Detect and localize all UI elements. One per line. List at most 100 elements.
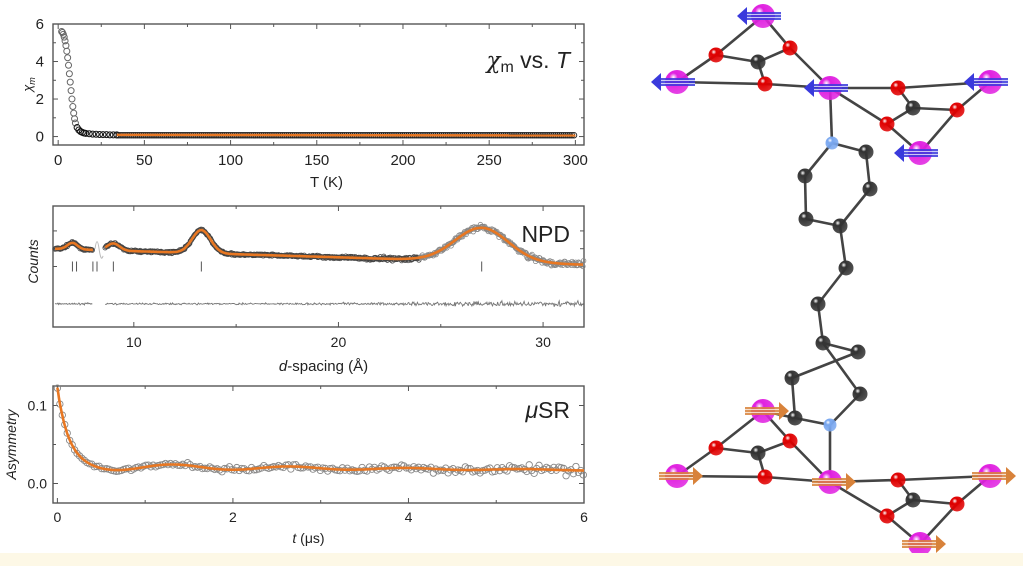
arrow-head <box>894 144 904 162</box>
spin-arrow-right-icon <box>659 467 703 485</box>
data-point <box>284 461 293 469</box>
difference-curve <box>54 299 585 308</box>
data-point <box>338 464 347 472</box>
oxygen-atom <box>757 76 773 92</box>
x-tick-label: 30 <box>535 334 551 350</box>
plot-frame-3 <box>52 385 585 504</box>
fit-line <box>54 226 584 266</box>
data-point <box>65 61 73 69</box>
spin-arrow-left-icon <box>894 144 938 162</box>
chart-title: NPD <box>521 221 570 247</box>
bond <box>838 188 872 227</box>
oxygen-atom <box>782 433 798 449</box>
y-tick-label: 0.1 <box>28 398 48 414</box>
x-tick-label: 0 <box>54 152 62 169</box>
y-label-symbol: χ <box>20 84 35 93</box>
carbon-atom <box>815 335 831 351</box>
data-point <box>580 258 587 264</box>
data-point <box>80 456 89 465</box>
x-tick-label: 150 <box>304 152 329 169</box>
data-point <box>65 70 73 78</box>
oxygen-atom <box>949 496 965 512</box>
arrow-head <box>779 402 789 420</box>
data-point <box>60 33 68 41</box>
arrow-shaft <box>972 472 1006 480</box>
data-point <box>71 115 79 123</box>
arrow-head <box>1006 467 1016 485</box>
data-point <box>63 47 71 55</box>
data-point <box>66 78 74 86</box>
arrow-shaft <box>812 478 846 486</box>
carbon-atom <box>798 211 814 227</box>
arrow-shaft <box>659 472 693 480</box>
y-tick-label: 4 <box>36 54 44 71</box>
spin-arrow-left-icon <box>737 7 781 25</box>
x-label-rest: -spacing (Å) <box>287 358 368 375</box>
chart-npd: 10 20 30 d-spacing (Å) Counts NPD <box>25 205 587 375</box>
data-point <box>64 54 72 62</box>
data-point <box>96 130 104 138</box>
x-tick-label: 250 <box>477 152 502 169</box>
x-tick-label: 6 <box>580 509 588 525</box>
x-tick-label: 300 <box>563 152 588 169</box>
x-axis-label: d-spacing (Å) <box>279 358 368 375</box>
y-label-subscript: m <box>27 77 37 85</box>
arrow-head <box>693 467 703 485</box>
data-point <box>69 103 77 111</box>
spin-arrow-right-icon <box>972 467 1016 485</box>
data-point <box>75 452 84 460</box>
oxygen-atom <box>708 440 724 456</box>
arrow-shaft <box>747 12 781 20</box>
title-vs: vs. <box>514 47 556 73</box>
carbon-atom <box>784 370 800 386</box>
fit-line <box>116 133 576 137</box>
arrow-head <box>804 79 814 97</box>
data-point <box>380 463 388 471</box>
x-tick-label: 200 <box>390 152 415 169</box>
chart-title: χm vs. T <box>485 47 572 76</box>
title-rest: SR <box>538 397 570 423</box>
y-tick-label: 6 <box>36 16 44 33</box>
data-point <box>78 454 86 463</box>
oxygen-atom <box>949 102 965 118</box>
arrow-shaft <box>902 540 936 548</box>
x-label-rest: (μs) <box>296 530 324 546</box>
data-point <box>61 37 69 45</box>
molecular-structure <box>651 4 1016 553</box>
y-axis-label: Counts <box>25 239 41 283</box>
data-point <box>67 87 75 95</box>
carbon-atom <box>810 296 826 312</box>
plot-frame-2 <box>52 205 585 328</box>
data-point <box>106 131 114 139</box>
carbon-atom <box>750 54 766 70</box>
arrow-shaft <box>904 149 938 157</box>
carbon-atom <box>832 218 848 234</box>
data-point <box>343 464 352 472</box>
arrow-head <box>651 73 661 91</box>
spin-arrow-right-icon <box>902 535 946 553</box>
carbon-atom <box>852 386 868 402</box>
nitrogen-atom <box>823 418 837 432</box>
data-point <box>59 30 67 38</box>
data-point <box>508 463 516 472</box>
y-tick-label: 2 <box>36 91 44 108</box>
spin-arrow-right-icon <box>812 473 856 491</box>
arrow-shaft <box>745 407 779 415</box>
fit-line <box>56 387 584 472</box>
y-axis-label: Asymmetry <box>3 409 19 481</box>
carbon-atom <box>858 144 874 160</box>
excluded-region-trace <box>94 241 104 259</box>
y-tick-label: 0.0 <box>28 476 48 492</box>
x-tick-label: 2 <box>229 509 237 525</box>
data-point <box>82 129 90 137</box>
oxygen-atom <box>879 508 895 524</box>
title-var: T <box>556 47 572 73</box>
carbon-atom <box>862 181 878 197</box>
y-tick-label: 0 <box>36 129 44 146</box>
carbon-atom <box>797 168 813 184</box>
data-point <box>498 464 506 472</box>
x-tick-label: 20 <box>331 334 347 350</box>
plot-frame-1 <box>52 23 585 146</box>
bond <box>791 350 859 380</box>
